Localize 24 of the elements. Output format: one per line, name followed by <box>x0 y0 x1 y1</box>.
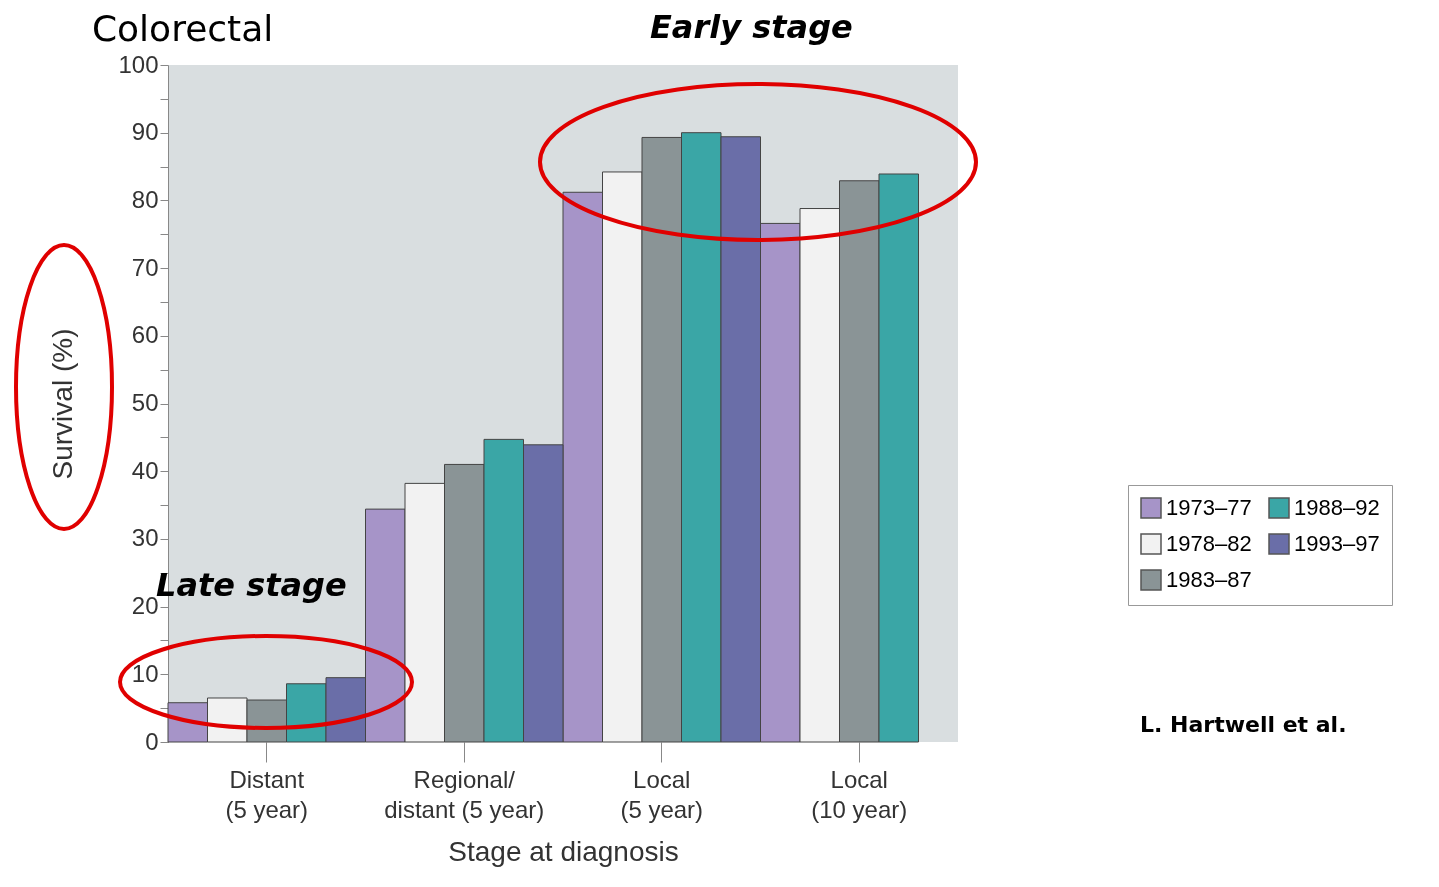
y-tick-label: 50 <box>131 389 159 416</box>
x-axis-title: Stage at diagnosis <box>448 835 679 867</box>
y-tick-label: 40 <box>131 456 159 484</box>
x-tick-label: Regional/ distant (5 year) <box>384 765 545 823</box>
x-tick-label: Local (10 year) <box>811 765 908 823</box>
legend-label: 1988–92 <box>1294 495 1380 520</box>
y-tick-label: 10 <box>131 659 159 687</box>
text: L. Hartwell et al. <box>1140 712 1347 737</box>
legend-label: 1973–77 <box>1166 495 1252 520</box>
y-tick-label: 100 <box>118 50 159 78</box>
y-axis-title: Survival (%) <box>47 328 79 480</box>
y-tick-label: 60 <box>131 321 159 349</box>
chart-title: Colorectal <box>91 8 274 49</box>
y-tick-label: 70 <box>131 253 159 281</box>
y-tick-label: 30 <box>131 524 159 552</box>
x-tick-label: Distant (5 year) <box>225 765 309 823</box>
legend-label: 1978–82 <box>1166 531 1252 556</box>
y-tick-label: 0 <box>145 727 159 755</box>
x-tick-label: Local (5 year) <box>620 765 704 823</box>
y-tick-label: 80 <box>131 185 159 213</box>
legend-label: 1993–97 <box>1294 531 1380 556</box>
y-tick-label: 90 <box>131 118 159 146</box>
text: Early stage <box>650 8 853 46</box>
legend-label: 1983–87 <box>1166 567 1252 592</box>
